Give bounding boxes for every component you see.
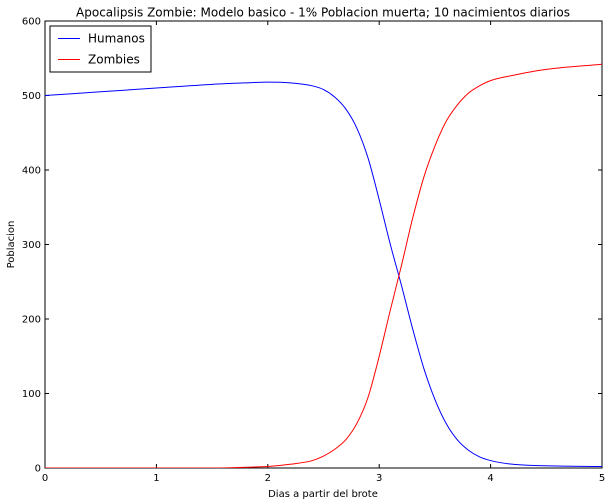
series-line-zombies (45, 63, 602, 468)
plot-area (44, 20, 603, 469)
chart-title: Apocalipsis Zombie: Modelo basico - 1% P… (76, 6, 570, 20)
x-axis: 0 1 2 3 4 5 (42, 21, 605, 484)
series-lines (45, 63, 602, 468)
y-tick-label: 0 (35, 464, 41, 475)
x-axis-label: Dias a partir del brote (268, 489, 378, 500)
y-tick-label: 600 (22, 17, 41, 28)
x-tick-label: 2 (265, 473, 271, 484)
y-tick-label: 300 (22, 240, 41, 251)
y-axis: 0 100 200 300 400 500 600 (22, 17, 602, 475)
x-tick-label: 3 (376, 473, 382, 484)
x-tick-label: 0 (42, 473, 48, 484)
legend: Humanos Zombies (49, 25, 152, 73)
legend-label-humanos: Humanos (88, 32, 145, 46)
x-tick-label: 1 (153, 473, 159, 484)
legend-box (49, 25, 152, 73)
y-tick-label: 500 (22, 91, 41, 102)
y-axis-label: Poblacion (6, 221, 17, 269)
series-line-humanos (45, 81, 602, 468)
x-tick-label: 5 (599, 473, 605, 484)
y-tick-label: 400 (22, 166, 41, 177)
y-tick-label: 100 (22, 389, 41, 400)
x-tick-label: 4 (487, 473, 493, 484)
legend-label-zombies: Zombies (88, 53, 140, 67)
y-tick-label: 200 (22, 315, 41, 326)
